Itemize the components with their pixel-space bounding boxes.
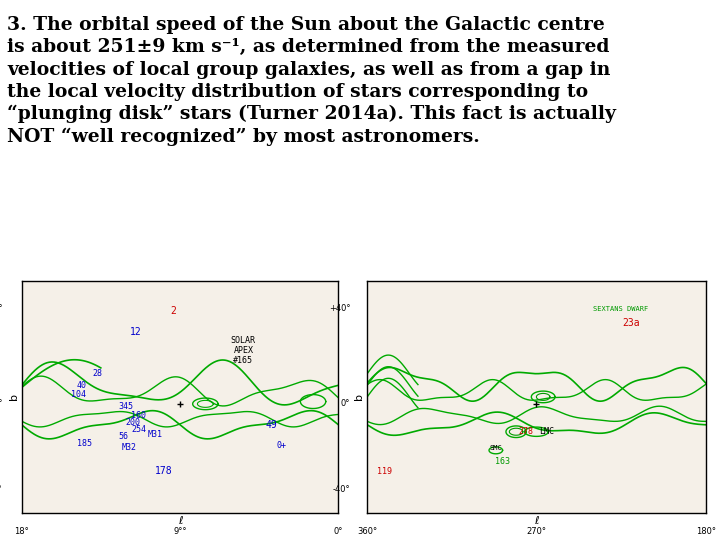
Text: 270°: 270° (526, 527, 546, 536)
Text: SOLAR
APEX
#165: SOLAR APEX #165 (231, 335, 256, 366)
Text: 200: 200 (125, 418, 140, 427)
Text: 12: 12 (130, 327, 142, 337)
Text: 185: 185 (78, 439, 92, 448)
Text: 28: 28 (93, 369, 103, 378)
Text: 23a: 23a (622, 318, 640, 328)
Text: 18°: 18° (14, 527, 29, 536)
Text: 104: 104 (71, 390, 86, 399)
Text: 9°°: 9°° (174, 527, 186, 536)
X-axis label: ℓ: ℓ (534, 516, 539, 526)
Text: 49: 49 (266, 420, 278, 430)
Text: 3. The orbital speed of the Sun about the Galactic centre
is about 251±9 km s⁻¹,: 3. The orbital speed of the Sun about th… (7, 16, 616, 146)
Text: 40: 40 (77, 381, 87, 390)
Text: 0+: 0+ (276, 441, 287, 450)
Text: 2: 2 (171, 306, 176, 316)
Text: SMC: SMC (490, 445, 502, 451)
Text: -40°: -40° (0, 485, 3, 494)
Text: 119: 119 (377, 467, 392, 476)
Text: +40°: +40° (0, 304, 3, 313)
Text: 180°: 180° (696, 527, 716, 536)
Text: 56: 56 (118, 432, 128, 441)
Text: LMC: LMC (539, 427, 554, 436)
Text: -40°: -40° (333, 485, 350, 494)
Text: 345: 345 (119, 402, 134, 411)
Text: M31: M31 (147, 429, 162, 438)
Text: +40°: +40° (329, 304, 350, 313)
Y-axis label: b: b (354, 394, 364, 400)
Text: 254: 254 (131, 425, 146, 434)
Text: 163: 163 (495, 457, 510, 467)
Text: 160: 160 (131, 411, 146, 420)
Text: M32: M32 (122, 443, 137, 453)
Text: 0°: 0° (0, 400, 3, 408)
Text: 278: 278 (518, 427, 534, 436)
Text: 0°: 0° (341, 400, 350, 408)
Text: 360°: 360° (357, 527, 377, 536)
Text: 178: 178 (156, 466, 173, 476)
Text: SEXTANS DWARF: SEXTANS DWARF (593, 306, 649, 312)
Text: 0°: 0° (333, 527, 343, 536)
X-axis label: ℓ: ℓ (178, 516, 182, 526)
Y-axis label: b: b (9, 394, 19, 400)
